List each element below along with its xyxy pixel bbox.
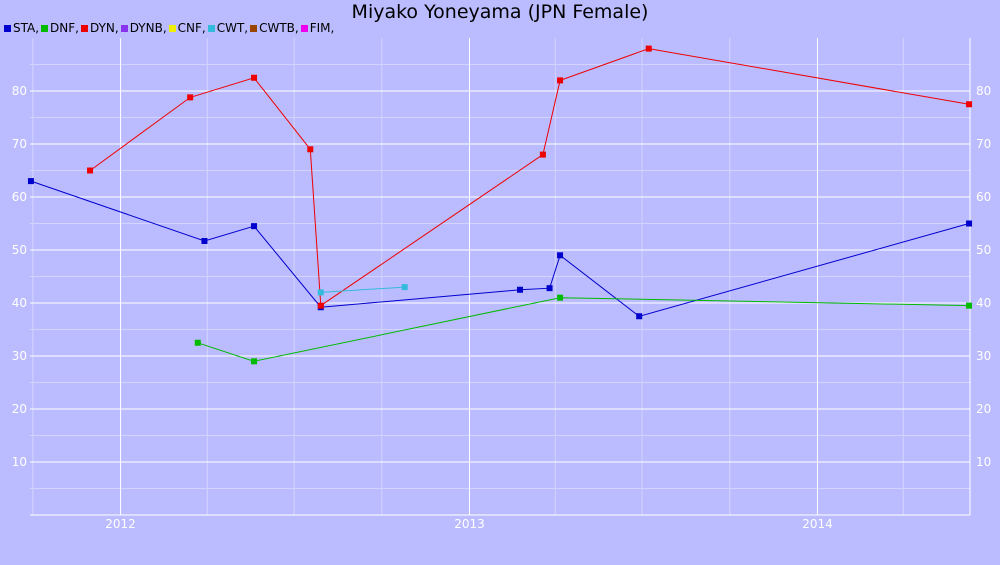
legend-swatch xyxy=(207,25,215,32)
legend-item: DYNB, xyxy=(120,21,167,35)
legend-swatch xyxy=(41,25,49,32)
data-point-dnf xyxy=(194,339,201,346)
data-series xyxy=(27,45,973,365)
data-point-dyn xyxy=(645,45,652,52)
legend-swatch xyxy=(4,25,11,32)
y-tick-label-left: 40 xyxy=(12,296,27,310)
y-tick-label-left: 10 xyxy=(12,455,27,469)
data-point-sta xyxy=(201,237,208,244)
legend-swatch xyxy=(168,25,176,32)
legend-item: FIM, xyxy=(300,21,335,35)
y-tick-label-right: 10 xyxy=(976,455,991,469)
y-tick-label-right: 70 xyxy=(976,137,991,151)
legend-item: CWTB, xyxy=(250,21,299,35)
legend-swatch xyxy=(250,25,258,32)
data-point-dyn xyxy=(557,77,564,84)
data-point-cwt xyxy=(317,289,324,296)
y-tick-label-right: 50 xyxy=(976,243,991,257)
legend-swatch xyxy=(120,25,128,32)
series-line-sta xyxy=(30,180,970,317)
data-point-dyn xyxy=(87,167,94,174)
y-tick-label-left: 50 xyxy=(12,243,27,257)
legend-item: STA, xyxy=(4,21,39,35)
legend-label: STA, xyxy=(13,21,40,35)
legend-label: DYN, xyxy=(89,21,119,35)
legend-label: DYNB, xyxy=(129,21,167,35)
data-point-sta xyxy=(966,220,973,227)
legend-item: DYN, xyxy=(80,21,119,35)
y-tick-label-left: 70 xyxy=(12,137,27,151)
legend-item: DNF, xyxy=(41,21,79,35)
data-point-dyn xyxy=(251,74,258,81)
y-tick-label-right: 80 xyxy=(976,84,991,98)
data-point-sta xyxy=(251,223,258,230)
data-point-cwt xyxy=(401,284,408,291)
x-tick-label: 2014 xyxy=(802,517,833,531)
legend-swatch xyxy=(80,25,88,32)
data-point-dnf xyxy=(557,294,564,301)
data-point-dyn xyxy=(966,101,973,108)
data-point-dyn xyxy=(539,151,546,158)
legend-swatch xyxy=(300,25,308,32)
y-tick-label-left: 20 xyxy=(12,402,27,416)
x-tick-label: 2013 xyxy=(454,517,485,531)
y-tick-label-left: 30 xyxy=(12,349,27,363)
y-tick-label-right: 30 xyxy=(976,349,991,363)
data-point-sta xyxy=(27,178,34,185)
data-point-sta xyxy=(557,252,564,259)
data-point-sta xyxy=(517,286,524,293)
x-tick-label: 2012 xyxy=(105,517,136,531)
axis-ticks: 10 10 20 20 30 30 40 40 50 50 60 60 70 70 80 80 2012 2013… xyxy=(12,84,992,531)
series-line-dnf xyxy=(197,297,970,362)
data-point-dnf xyxy=(251,358,258,365)
legend-label: DNF, xyxy=(50,21,79,35)
series-line-cwt xyxy=(320,286,405,293)
legend-item: CWT, xyxy=(207,21,249,35)
data-point-sta xyxy=(546,285,553,292)
legend-item: CNF, xyxy=(168,21,206,35)
data-point-dnf xyxy=(966,302,973,309)
y-tick-label-left: 60 xyxy=(12,190,27,204)
y-tick-label-right: 60 xyxy=(976,190,991,204)
y-tick-label-right: 40 xyxy=(976,296,991,310)
legend-label: CWT, xyxy=(216,21,249,35)
series-line-dyn xyxy=(89,48,970,307)
legend: STA, DNF, DYN, DYNB, CNF, CWT, CWTB, FIM, xyxy=(4,21,336,35)
data-point-sta xyxy=(636,313,643,320)
data-point-dyn xyxy=(187,94,194,101)
data-point-dyn xyxy=(317,302,324,309)
legend-label: CNF, xyxy=(177,21,206,35)
y-tick-label-left: 80 xyxy=(12,84,27,98)
legend-label: CWTB, xyxy=(259,21,299,35)
major-grid xyxy=(30,38,971,516)
legend-label: FIM, xyxy=(309,21,335,35)
chart-title: Miyako Yoneyama (JPN Female) xyxy=(351,1,649,23)
minor-grid xyxy=(30,38,970,515)
data-point-dyn xyxy=(307,146,314,153)
y-tick-label-right: 20 xyxy=(976,402,991,416)
